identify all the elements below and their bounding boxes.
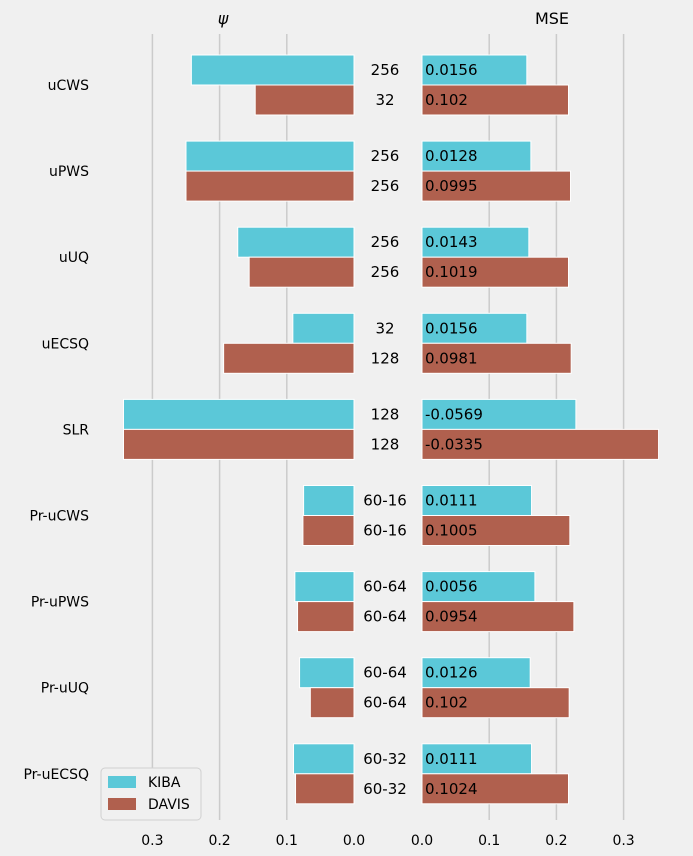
psi-bar-davis	[223, 342, 355, 374]
category-label: uECSQ	[42, 336, 89, 352]
psi-bar-davis	[185, 170, 355, 202]
category-label: uPWS	[49, 164, 89, 180]
category-label: Pr-uECSQ	[23, 767, 89, 783]
center-label: 60-64	[363, 578, 407, 596]
x-tick-label-right: 0.0	[411, 833, 433, 849]
mse-data-label: 0.0126	[425, 664, 478, 682]
legend-swatch-davis	[108, 798, 136, 810]
center-label: 256	[371, 147, 400, 165]
psi-bar-davis	[123, 428, 355, 460]
label-layer: 0.3 0.2 0.1 0.0 0.0 0.1 0.2 0.3 uCWS uPWS uUQ uECSQ…	[23, 61, 634, 849]
x-tick-label-right: 0.1	[478, 833, 500, 849]
psi-bar-davis	[295, 773, 355, 805]
x-tick-label-right: 0.2	[545, 833, 567, 849]
legend-swatch-kiba	[108, 776, 136, 788]
mse-bar-kiba	[421, 226, 530, 258]
psi-bar-davis	[297, 601, 355, 633]
mse-data-label: 0.1019	[425, 263, 478, 281]
center-label: 60-64	[363, 694, 407, 712]
x-tick-label-left: 0.2	[208, 833, 230, 849]
category-label: Pr-uUQ	[41, 681, 89, 697]
mse-data-label: 0.1005	[425, 522, 478, 540]
mse-data-label: 0.0111	[425, 492, 478, 510]
psi-bar-kiba	[292, 312, 355, 344]
psi-bar-davis	[254, 84, 355, 116]
mse-bar-davis	[421, 256, 569, 288]
mse-data-label: 0.0156	[425, 319, 478, 337]
x-tick-label-left: 0.1	[276, 833, 298, 849]
mse-data-label: -0.0335	[425, 435, 483, 453]
center-label: 60-32	[363, 780, 407, 798]
psi-bar-kiba	[299, 657, 355, 689]
center-label: 256	[371, 177, 400, 195]
category-label: Pr-uCWS	[30, 509, 90, 525]
mse-data-label: 0.0111	[425, 750, 478, 768]
center-label: 60-32	[363, 750, 407, 768]
right-panel-title: MSE	[535, 9, 569, 28]
mse-data-label: -0.0569	[425, 405, 483, 423]
mse-bar-kiba	[421, 485, 533, 516]
category-label: uCWS	[48, 78, 89, 94]
mse-bar-kiba	[421, 657, 531, 689]
mse-data-label: 0.0143	[425, 233, 478, 251]
psi-bar-kiba	[303, 485, 355, 516]
mse-data-label: 0.0995	[425, 177, 478, 195]
bar-layer	[123, 54, 660, 805]
mse-data-label: 0.1024	[425, 780, 478, 798]
mse-bar-davis	[421, 773, 569, 805]
x-tick-label-left: 0.3	[141, 833, 163, 849]
category-label: SLR	[63, 422, 90, 438]
legend-label-davis: DAVIS	[148, 797, 190, 813]
center-label: 256	[371, 233, 400, 251]
mse-bar-davis	[421, 428, 660, 460]
category-label: uUQ	[59, 250, 89, 266]
center-label: 128	[371, 349, 400, 367]
category-label: Pr-uPWS	[31, 595, 89, 611]
center-label: 256	[371, 61, 400, 79]
mse-data-label: 0.102	[425, 91, 468, 109]
center-label: 128	[371, 435, 400, 453]
psi-bar-kiba	[237, 226, 355, 258]
psi-bar-kiba	[294, 571, 355, 603]
mse-data-label: 0.0128	[425, 147, 478, 165]
left-panel-title: ψ	[218, 9, 229, 28]
psi-bar-davis	[309, 687, 355, 719]
psi-bar-kiba	[293, 743, 355, 775]
center-label: 32	[375, 91, 394, 109]
mse-data-label: 0.102	[425, 694, 468, 712]
mse-data-label: 0.0954	[425, 608, 478, 626]
legend: KIBA DAVIS	[100, 767, 202, 821]
psi-bar-kiba	[123, 398, 355, 430]
legend-label-kiba: KIBA	[148, 775, 181, 791]
mse-bar-kiba	[421, 312, 528, 344]
mse-bar-davis	[421, 687, 570, 719]
center-label: 256	[371, 263, 400, 281]
psi-bar-davis	[302, 515, 355, 546]
center-label: 60-64	[363, 608, 407, 626]
mse-bar-davis	[421, 515, 571, 546]
mse-bar-davis	[421, 170, 572, 202]
mse-data-label: 0.0056	[425, 578, 478, 596]
mse-bar-davis	[421, 84, 569, 116]
mse-data-label: 0.0981	[425, 349, 478, 367]
mse-bar-davis	[421, 342, 572, 374]
center-label: 60-16	[363, 522, 407, 540]
center-label: 60-16	[363, 492, 407, 510]
x-tick-label-left: 0.0	[343, 833, 365, 849]
center-label: 60-64	[363, 664, 407, 682]
center-label: 32	[375, 319, 394, 337]
psi-bar-davis	[248, 256, 355, 288]
mse-bar-kiba	[421, 743, 533, 775]
mse-bar-davis	[421, 601, 575, 633]
psi-bar-kiba	[190, 54, 355, 86]
x-tick-label-right: 0.3	[612, 833, 634, 849]
mse-bar-kiba	[421, 571, 536, 603]
psi-bar-kiba	[185, 140, 355, 172]
mse-data-label: 0.0156	[425, 61, 478, 79]
center-label: 128	[371, 405, 400, 423]
